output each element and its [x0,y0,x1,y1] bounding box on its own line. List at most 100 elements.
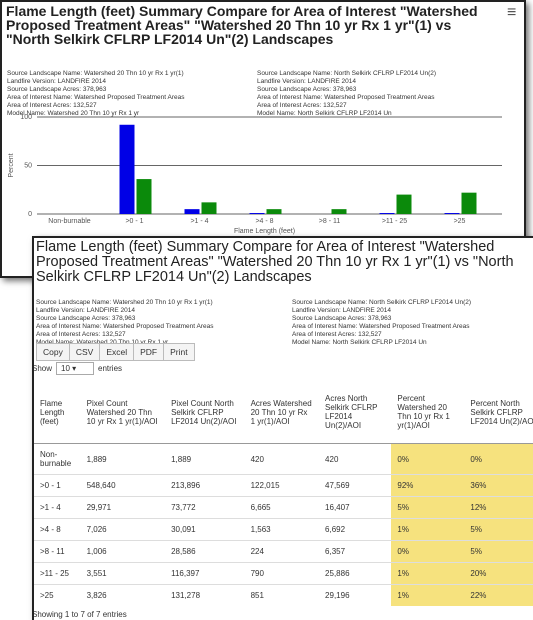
table-cell: >11 - 25 [34,562,81,585]
menu-icon[interactable]: ≡ [507,4,517,21]
chart: 0 50 100 Percent Flame Length (feet) Non-burn… [8,114,502,235]
table-cell: >1 - 4 [34,496,81,519]
table-cell: 1,889 [165,443,245,475]
bar [396,194,412,214]
table-cell: 5% [391,496,465,519]
table-cell: 224 [244,540,320,563]
info-right: Source Landscape Name: North Selkirk CFL… [257,70,436,118]
table-cell: 1% [391,562,465,585]
info-line: Model Name: Watershed 20 Thn 10 yr Rx 1 … [7,110,140,117]
table-cell: 6,665 [244,496,320,519]
button[interactable]: PDF [133,343,165,361]
table-cell: >25 [34,584,81,606]
table-cell: 0% [391,540,465,563]
table-cell: 22% [464,584,533,606]
table-row: >0 - 1 548,640 213,896 122,015 47,569 92% 36% [34,474,533,497]
table-cell: 1,563 [244,518,320,541]
table-row: Non-burnable 1,889 1,889 420 420 0% 0% [34,443,533,475]
table-cell: 7,026 [80,518,166,541]
info-line: Area of Interest Acres: 132,527 [36,331,126,338]
column-header: Percent North Selkirk CFLRP LF2014 Un(2)… [464,381,533,444]
table-cell: 20% [464,562,533,585]
table-cell: 0% [464,443,533,475]
table-cell: 548,640 [80,474,166,497]
table-row: >11 - 25 3,551 116,397 790 25,886 1% 20% [34,562,533,585]
table-cell: 5% [464,518,533,541]
info-line: Landfire Version: LANDFIRE 2014 [36,307,135,314]
x-tick-label: >1 - 4 [190,218,208,225]
y-axis-label: Percent [8,153,15,177]
bar [444,213,460,214]
info-line: Model Name: North Selkirk CFLRP LF2014 U… [257,110,392,117]
data-table: Flame Length (feet) Pixel Count Watershed… [34,381,533,606]
table-cell: 25,886 [319,562,392,585]
x-axis-label: Flame Length (feet) [234,228,295,235]
table-cell: 1% [391,584,465,606]
table-cell: 29,196 [319,584,392,606]
button[interactable]: Excel [99,343,135,361]
table-cell: 5% [464,540,533,563]
table-cell: 131,278 [165,584,245,606]
entries-label: entries [98,364,123,373]
y-tick-label: 100 [20,114,32,121]
info-line: Model Name: Watershed 20 Thn 10 yr Rx 1 … [36,339,214,347]
column-header: Pixel Count Watershed 20 Thn 10 yr Rx 1 … [80,381,166,444]
table-cell: 420 [319,443,392,475]
info-line: Source Landscape Name: North Selkirk CFL… [292,299,472,306]
table-cell: 16,407 [319,496,392,519]
info-line: Area of Interest Name: Watershed Propose… [257,94,435,101]
info-line: Model Name: North Selkirk CFLRP LF2014 U… [292,339,427,346]
info-line: Landfire Version: LANDFIRE 2014 [7,78,106,85]
x-tick-label: Non-burnable [48,218,91,225]
bar [379,213,395,214]
y-tick-label: 0 [28,211,32,218]
table-cell: 30,091 [165,518,245,541]
table-cell: 36% [464,474,533,497]
table-title: Flame Length (feet) Summary Compare for … [36,239,514,285]
button[interactable]: Print [163,343,195,361]
button[interactable]: Copy [36,343,70,361]
column-header: Flame Length (feet) [34,381,81,444]
table-row: >4 - 8 7,026 30,091 1,563 6,692 1% 5% [34,518,533,541]
bar [201,202,217,214]
info-line: Area of Interest Acres: 132,527 [7,102,97,109]
bar [136,179,152,214]
info-line: Source Landscape Acres: 378,963 [292,315,392,322]
table-cell: 73,772 [165,496,245,519]
page-length-select[interactable]: 10 ▾ [56,362,95,375]
bar [119,124,135,214]
table-cell: 47,569 [319,474,392,497]
info-line: Area of Interest Name: Watershed Propose… [7,94,185,101]
table-cell: 29,971 [80,496,166,519]
info-left: Source Landscape Name: Watershed 20 Thn … [36,299,214,347]
table-cell: 3,551 [80,562,166,585]
table-cell: >4 - 8 [34,518,81,541]
chart-window: Flame Length (feet) Summary Compare for … [0,0,526,278]
table-cell: 6,357 [319,540,392,563]
bar [266,209,282,214]
info-line: Source Landscape Acres: 378,963 [7,86,107,93]
info-right: Source Landscape Name: North Selkirk CFL… [292,299,471,347]
table-cell: 420 [244,443,320,475]
x-tick-label: >4 - 8 [255,218,273,225]
column-header: Acres North Selkirk CFLRP LF2014 Un(2)/A… [319,381,392,444]
table-row: >25 3,826 131,278 851 29,196 1% 22% [34,584,533,606]
chart-title: Flame Length (feet) Summary Compare for … [6,3,478,47]
bar [184,209,200,214]
table-cell: 116,397 [165,562,245,585]
page-length: Show 10 ▾ entries [34,362,123,375]
table-cell: 12% [464,496,533,519]
column-header: Pixel Count North Selkirk CFLRP LF2014 U… [165,381,245,444]
info-line: Source Landscape Acres: 378,963 [36,315,136,322]
table-footer: Showing 1 to 7 of 7 entries [32,610,127,619]
column-header: Acres Watershed 20 Thn 10 yr Rx 1 yr(1)/… [244,381,320,444]
button[interactable]: CSV [68,343,101,361]
info-line: Source Landscape Acres: 378,963 [257,86,357,93]
table-window: Flame Length (feet) Summary Compare for … [32,236,533,620]
table-cell: 851 [244,584,320,606]
table-cell: >8 - 11 [34,540,81,563]
info-line: Landfire Version: LANDFIRE 2014 [257,78,356,85]
table-cell: 122,015 [244,474,320,497]
table-cell: 1% [391,518,465,541]
x-tick-label: >25 [454,218,466,225]
